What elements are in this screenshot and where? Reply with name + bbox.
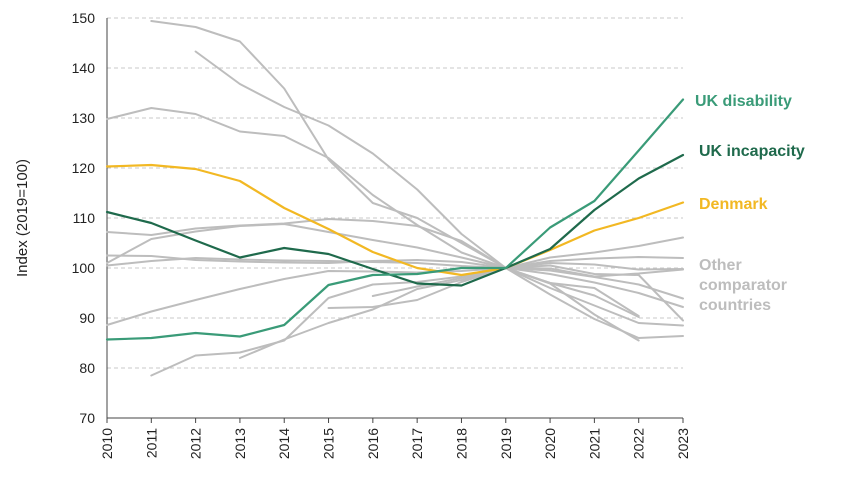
x-tick-label: 2023	[675, 428, 691, 459]
series-line-comparator-country	[238, 267, 684, 359]
y-tick-label: 120	[72, 160, 96, 176]
series-label-uk-incapacity: UK incapacity	[699, 143, 805, 160]
x-tick-labels: 2010 2011 2012 2013 2014 2015 2016 2017 2018 2019…	[99, 428, 691, 459]
series-line-comparator-country	[106, 257, 684, 271]
series-line-uk-incapacity	[105, 153, 685, 287]
x-tick-label: 2021	[586, 428, 602, 459]
x-tick-label: 2020	[542, 428, 558, 459]
x-tick-label: 2016	[365, 428, 381, 459]
series-line-comparator-country	[194, 50, 684, 327]
x-tick-label: 2022	[631, 428, 647, 459]
series-labels: UK disability UK incapacity Denmark Other co…	[695, 93, 805, 314]
y-tick-label: 80	[79, 360, 95, 376]
x-tick-label: 2018	[453, 428, 469, 459]
y-axis-label: Index (2019=100)	[14, 159, 31, 277]
y-tick-label: 140	[72, 60, 96, 76]
x-tick-label: 2015	[321, 428, 337, 459]
y-tick-label: 130	[72, 110, 96, 126]
series-line-denmark	[105, 163, 685, 277]
axes	[106, 18, 684, 423]
y-tick-label: 150	[72, 10, 96, 26]
x-tick-label: 2010	[99, 428, 115, 459]
x-tick-label: 2012	[188, 428, 204, 459]
y-tick-labels: 70 80 90 100 110 120 130 140 150	[72, 10, 96, 426]
gridlines	[107, 17, 683, 369]
series-line-comparator-country	[106, 218, 684, 308]
series-line-comparator-country	[371, 264, 684, 322]
series-line-comparator-country	[150, 267, 640, 377]
x-tick-label: 2017	[409, 428, 425, 459]
y-tick-label: 70	[79, 410, 95, 426]
x-tick-label: 2011	[143, 428, 159, 458]
x-tick-label: 2014	[276, 428, 292, 459]
y-tick-label: 100	[72, 260, 96, 276]
series-label-denmark: Denmark	[699, 196, 768, 213]
y-tick-label: 90	[79, 310, 95, 326]
series-line-comparator-country	[106, 256, 684, 326]
series-line-uk-disability	[105, 98, 685, 341]
y-tick-label: 110	[73, 210, 96, 226]
x-tick-label: 2013	[232, 428, 248, 459]
x-tick-label: 2019	[498, 428, 514, 459]
series-line-comparator-country	[106, 107, 640, 342]
series-label-other-comparator-countries: Other comparator countries	[699, 257, 787, 314]
series-lines	[105, 20, 685, 377]
series-label-uk-disability: UK disability	[695, 93, 792, 110]
